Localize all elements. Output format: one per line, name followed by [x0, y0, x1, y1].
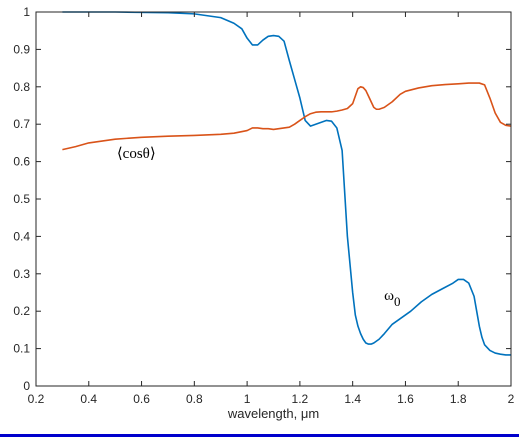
y-tick-label: 0.8 — [13, 80, 30, 94]
y-tick-label: 0.6 — [13, 155, 30, 169]
x-axis-label: wavelength, μm — [227, 406, 319, 421]
annotation-omega0-symbol: ω — [384, 288, 394, 304]
y-tick-label: 0.5 — [13, 192, 30, 206]
y-tick-label: 1 — [23, 5, 30, 19]
x-tick-label: 1.8 — [450, 392, 467, 406]
x-tick-label: 1.4 — [344, 392, 361, 406]
x-tick-label: 0.4 — [80, 392, 97, 406]
bottom-rule — [0, 434, 519, 437]
x-tick-label: 0.2 — [28, 392, 45, 406]
annotation-omega0-subscript: 0 — [394, 294, 401, 309]
y-tick-label: 0.9 — [13, 42, 30, 56]
x-tick-label: 0.8 — [186, 392, 203, 406]
series-line-cos-theta — [62, 82, 512, 151]
y-tick-label: 0.3 — [13, 267, 30, 281]
y-tick-label: 0.2 — [13, 304, 30, 318]
x-tick-label: 2 — [508, 392, 515, 406]
y-tick-label: 0.7 — [13, 117, 30, 131]
y-tick-label: 0 — [23, 379, 30, 393]
annotation-omega0: ω0 — [384, 288, 400, 309]
annotation-cos-theta: ⟨cosθ⟩ — [117, 146, 156, 162]
y-tick-label: 0.1 — [13, 342, 30, 356]
x-tick-label: 1.6 — [397, 392, 414, 406]
y-tick-label: 0.4 — [13, 229, 30, 243]
ticks-layer: 0.2 0.4 0.6 0.8 1 1.2 1.4 1.6 1.8 2 0 0.1 0.2 0.3 0.4 0… — [13, 5, 514, 406]
series-layer — [62, 11, 512, 356]
x-tick-label: 1 — [244, 392, 251, 406]
series-line-omega0 — [62, 11, 511, 356]
x-tick-label: 1.2 — [292, 392, 309, 406]
x-tick-label: 0.6 — [133, 392, 150, 406]
